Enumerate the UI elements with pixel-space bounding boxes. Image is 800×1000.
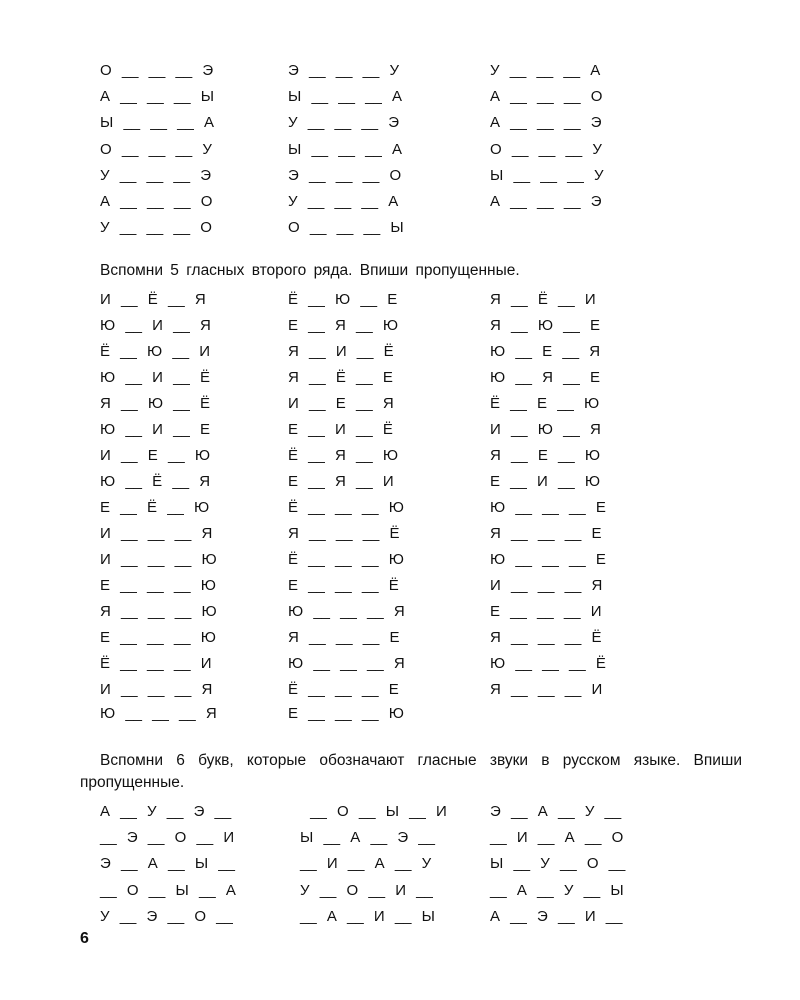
letter-row: Ы __ __ __ У xyxy=(490,166,604,184)
letter-row: О __ __ __ Ы xyxy=(288,219,404,237)
letter-row: __ О __ Ы __ А xyxy=(100,881,236,899)
letter-row: Я __ __ __ Ё xyxy=(288,525,400,542)
letter-row: Ю __ __ __ Я xyxy=(288,603,405,620)
letter-row: Ю __ __ __ Я xyxy=(100,705,217,722)
letter-row: О __ __ __ У xyxy=(100,140,212,158)
letter-row: Я __ __ __ Е xyxy=(490,525,602,542)
letter-row: __ А __ У __ Ы xyxy=(490,881,624,899)
letter-row: Ё __ __ __ И xyxy=(100,655,212,672)
letter-row: Я __ __ __ И xyxy=(490,681,603,698)
letter-row: Ы __ А __ Э __ xyxy=(300,829,435,847)
letter-row: Э __ А __ У __ xyxy=(490,803,622,820)
letter-row: У __ __ __ Э xyxy=(288,114,400,132)
letter-row: И __ __ __ Я xyxy=(100,525,213,542)
exercise-2-instruction: Вспомни 5 гласных второго ряда. Впиши пр… xyxy=(80,260,742,282)
exercise-3-instruction: Вспомни 6 букв, которые обозначают гласн… xyxy=(80,750,742,794)
letter-row: У __ Э __ О __ xyxy=(100,907,233,925)
letter-row: __ А __ И __ Ы xyxy=(300,907,435,925)
letter-row: Ю __ И __ Я xyxy=(100,317,211,334)
letter-row: Е __ И __ Ю xyxy=(490,473,600,490)
letter-row: Ю __ И __ Ё xyxy=(100,369,210,386)
letter-row: И __ Ю __ Я xyxy=(490,421,601,438)
letter-row: А __ __ __ О xyxy=(490,88,603,106)
page-number: 6 xyxy=(80,930,89,947)
letter-row: У __ __ __ О xyxy=(100,219,212,237)
letter-row: Я __ Ю __ Ё xyxy=(100,395,211,412)
letter-row: И __ __ __ Ю xyxy=(100,551,217,568)
letter-row: Я __ Ю __ Е xyxy=(490,317,601,334)
letter-row: Е __ __ __ Ю xyxy=(288,705,404,722)
letter-row: Ы __ __ __ А xyxy=(288,88,403,106)
letter-row: __ И __ А __ У xyxy=(300,855,432,873)
letter-row: И __ Е __ Я xyxy=(288,395,394,412)
letter-row: Э __ __ __ О xyxy=(288,166,402,184)
letter-row: А __ __ __ Э xyxy=(490,114,602,132)
letter-row: У __ __ __ Э xyxy=(100,166,212,184)
letter-row: Ы __ __ __ А xyxy=(100,114,215,132)
letter-row: Ё __ __ __ Ю xyxy=(288,551,404,568)
letter-row: У __ __ __ А xyxy=(490,62,601,79)
letter-row: Е __ И __ Ё xyxy=(288,421,393,438)
letter-row: Е __ __ __ Ю xyxy=(100,629,216,646)
letter-row: __ Э __ О __ И xyxy=(100,829,235,847)
letter-row: У __ __ __ А xyxy=(288,193,399,210)
letter-row: А __ __ __ Э xyxy=(490,193,602,210)
letter-row: Ю __ __ __ Е xyxy=(490,551,606,568)
letter-row: И __ Ё __ Я xyxy=(100,291,206,308)
letter-row: Ю __ __ __ Ё xyxy=(490,655,606,672)
letter-row: Е __ __ __ Ё xyxy=(288,577,399,594)
letter-row: Ё __ Е __ Ю xyxy=(490,395,600,412)
letter-row: Я __ Ё __ Е xyxy=(288,369,393,386)
letter-row: Е __ Ё __ Ю xyxy=(100,499,210,516)
letter-row: А __ __ __ О xyxy=(100,193,213,210)
letter-row: А __ У __ Э __ xyxy=(100,803,232,820)
letter-row: О __ __ __ Э xyxy=(100,62,214,79)
letter-row: Ю __ __ __ Е xyxy=(490,499,606,516)
letter-row: Ы __ __ __ А xyxy=(288,140,403,158)
letter-row: Я __ И __ Ё xyxy=(288,343,394,360)
letter-row: Е __ __ __ Ю xyxy=(100,577,216,594)
letter-row: Ю __ Е __ Я xyxy=(490,343,601,360)
letter-row: __ И __ А __ О xyxy=(490,829,624,847)
letter-row: Ё __ Ю __ И xyxy=(100,343,210,360)
letter-row: А __ __ __ Ы xyxy=(100,88,215,106)
letter-row: Я __ Ё __ И xyxy=(490,291,596,308)
letter-row: И __ __ __ Я xyxy=(490,577,603,594)
letter-row: И __ Е __ Ю xyxy=(100,447,210,464)
letter-row: О __ __ __ У xyxy=(490,140,602,158)
letter-row: __ О __ Ы __ И xyxy=(300,803,447,820)
instruction-text: Вспомни 6 букв, которые обозначают гласн… xyxy=(80,752,742,791)
letter-row: Ю __ Я __ Е xyxy=(490,369,601,386)
letter-row: Я __ Е __ Ю xyxy=(490,447,601,464)
letter-row: Э __ А __ Ы __ xyxy=(100,855,235,873)
letter-row: Е __ __ __ И xyxy=(490,603,602,620)
letter-row: Ё __ __ __ Е xyxy=(288,681,399,698)
letter-row: А __ Э __ И __ xyxy=(490,907,623,925)
letter-row: Ю __ И __ Е xyxy=(100,421,210,438)
instruction-text: Вспомни 5 гласных второго ряда. Впиши пр… xyxy=(100,262,520,279)
letter-row: И __ __ __ Я xyxy=(100,681,213,698)
letter-row: Я __ __ __ Е xyxy=(288,629,400,646)
letter-row: Э __ __ __ У xyxy=(288,62,400,79)
letter-row: Ё __ Ю __ Е xyxy=(288,291,398,308)
letter-row: У __ О __ И __ xyxy=(300,881,433,899)
letter-row: Ы __ У __ О __ xyxy=(490,855,626,873)
letter-row: Ё __ __ __ Ю xyxy=(288,499,404,516)
letter-row: Ю __ __ __ Я xyxy=(288,655,405,672)
letter-row: Ё __ Я __ Ю xyxy=(288,447,399,464)
letter-row: Я __ __ __ Ё xyxy=(490,629,602,646)
letter-row: Е __ Я __ И xyxy=(288,473,394,490)
letter-row: Ю __ Ё __ Я xyxy=(100,473,211,490)
letter-row: Е __ Я __ Ю xyxy=(288,317,399,334)
letter-row: Я __ __ __ Ю xyxy=(100,603,217,620)
